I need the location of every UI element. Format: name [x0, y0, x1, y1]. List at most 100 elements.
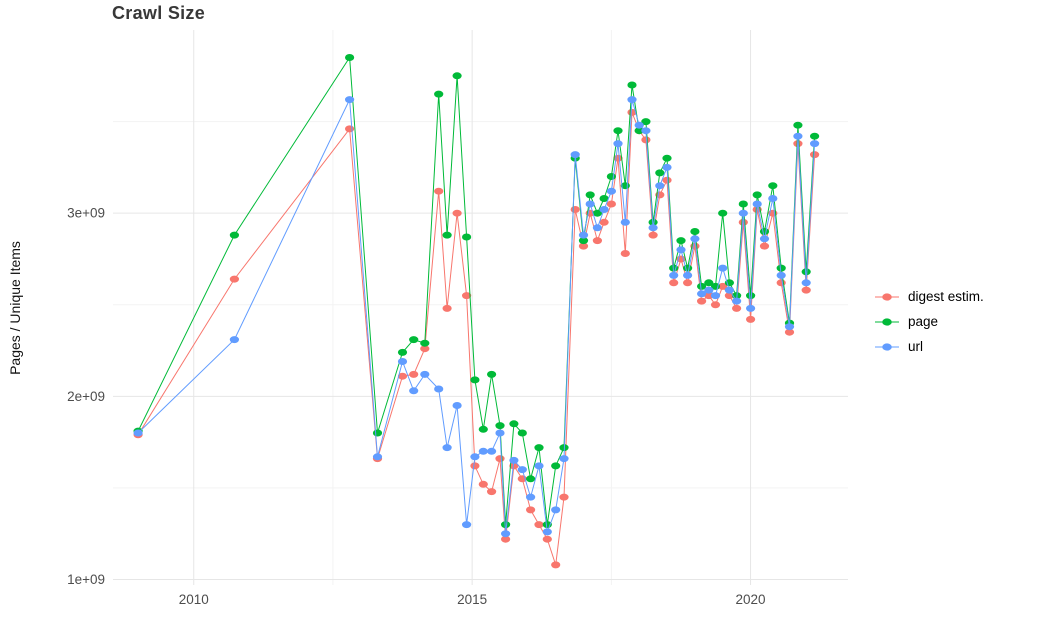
data-point	[793, 121, 803, 129]
data-point	[669, 279, 679, 287]
data-point	[462, 233, 472, 241]
data-point	[690, 235, 700, 243]
data-point	[697, 290, 707, 298]
data-point	[592, 209, 603, 217]
data-point	[397, 348, 408, 356]
data-point	[592, 237, 603, 245]
data-point	[551, 561, 561, 569]
data-point	[606, 173, 617, 180]
data-point	[534, 462, 544, 470]
data-point	[738, 218, 748, 226]
data-point	[704, 279, 714, 287]
data-point	[784, 328, 795, 336]
data-point	[683, 264, 693, 272]
data-point	[372, 429, 383, 437]
data-point	[620, 250, 630, 257]
data-point	[606, 200, 617, 208]
data-point	[768, 182, 778, 190]
data-point	[551, 506, 561, 514]
data-point	[810, 151, 820, 159]
data-point	[599, 206, 609, 213]
x-tick-label: 2020	[736, 592, 766, 607]
data-point	[759, 242, 770, 250]
data-point	[697, 297, 707, 305]
data-point	[487, 447, 497, 455]
data-point	[592, 224, 603, 232]
data-point	[420, 345, 430, 353]
data-point	[442, 444, 452, 452]
data-point	[462, 521, 472, 529]
legend-item-digest: digest estim.	[874, 290, 984, 304]
data-point	[478, 480, 488, 488]
data-point	[746, 292, 756, 300]
data-point	[470, 376, 480, 384]
data-point	[478, 425, 488, 433]
data-point	[559, 493, 569, 501]
x-tick-label: 2010	[179, 592, 209, 607]
data-point	[229, 336, 239, 344]
data-point	[526, 506, 536, 514]
data-point	[509, 420, 519, 428]
data-point	[420, 370, 430, 378]
data-point	[641, 118, 651, 126]
data-point	[801, 279, 811, 287]
y-tick-label: 2e+09	[67, 389, 105, 404]
data-point	[534, 521, 544, 529]
data-point	[478, 447, 488, 455]
data-point	[704, 292, 714, 300]
data-point	[655, 169, 665, 177]
data-point	[509, 462, 519, 470]
data-point	[752, 200, 762, 208]
data-point	[397, 358, 408, 365]
data-point	[746, 315, 756, 323]
data-point	[655, 182, 665, 190]
data-point	[229, 275, 239, 283]
data-point	[434, 90, 444, 98]
series-line	[137, 112, 816, 566]
data-point	[470, 462, 480, 470]
data-point	[409, 336, 419, 344]
data-point	[345, 54, 355, 61]
data-point	[526, 493, 536, 501]
data-point	[718, 264, 728, 272]
data-point	[768, 195, 778, 202]
data-point	[662, 154, 672, 162]
data-point	[372, 453, 383, 461]
legend-item-url: url	[874, 340, 984, 354]
data-point	[683, 271, 693, 279]
data-point	[801, 268, 811, 276]
data-point	[801, 286, 811, 294]
data-point	[599, 218, 609, 226]
data-point	[752, 191, 762, 199]
data-point	[732, 297, 742, 305]
data-point	[697, 282, 707, 290]
data-point	[517, 466, 527, 474]
data-point	[724, 286, 735, 294]
data-point	[542, 535, 552, 543]
data-point	[746, 304, 756, 312]
legend-marker-page-icon	[875, 318, 899, 326]
data-point	[442, 231, 452, 239]
data-point	[662, 163, 672, 171]
data-point	[345, 96, 355, 104]
data-point	[397, 372, 408, 380]
data-point	[578, 242, 589, 250]
data-point	[784, 323, 795, 331]
legend-marker-url-icon	[875, 343, 899, 351]
data-point	[776, 271, 786, 279]
data-point	[738, 209, 748, 217]
data-point	[620, 218, 630, 226]
legend-label-url: url	[908, 339, 924, 354]
legend-label-digest: digest estim.	[908, 289, 984, 304]
data-point	[452, 402, 462, 409]
data-point	[710, 301, 721, 309]
chart-title: Crawl Size	[112, 3, 206, 23]
data-point	[585, 200, 595, 208]
data-point	[442, 304, 452, 312]
data-point	[690, 228, 700, 235]
data-point	[676, 246, 686, 254]
data-point	[470, 453, 480, 461]
data-point	[517, 429, 527, 437]
data-point	[759, 228, 770, 235]
data-point	[578, 237, 589, 245]
